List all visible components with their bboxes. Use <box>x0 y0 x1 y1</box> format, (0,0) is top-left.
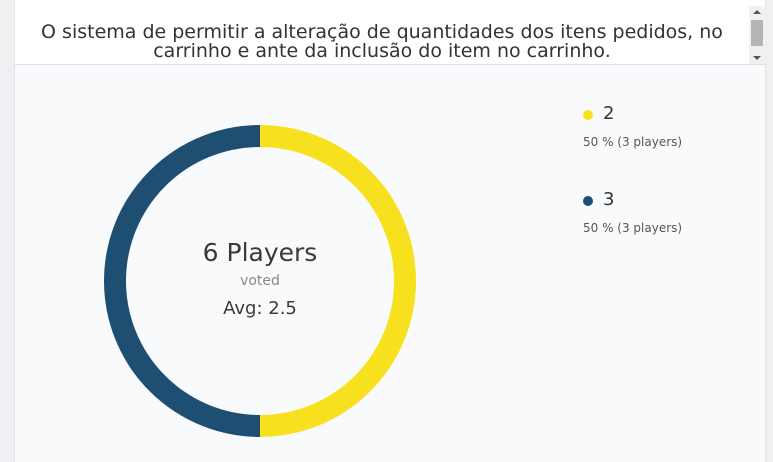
donut-slice-3 <box>104 125 261 437</box>
legend-item: 3 50 % (3 players) <box>583 188 753 274</box>
question-text-line-1: O sistema de permitir a alteração de qua… <box>41 21 723 43</box>
donut-center: 6 Players voted Avg: 2.5 <box>104 125 416 437</box>
results-panel: O sistema de permitir a alteração de qua… <box>14 0 766 462</box>
scroll-thumb[interactable] <box>751 20 763 46</box>
donut-chart: 6 Players voted Avg: 2.5 <box>104 125 416 437</box>
question-scrollbar[interactable] <box>749 6 766 65</box>
scroll-down-arrow-icon[interactable] <box>753 56 761 60</box>
voted-label: voted <box>240 273 280 289</box>
donut-chart-svg <box>104 125 416 437</box>
legend-detail: 50 % (3 players) <box>583 135 683 149</box>
total-players: 6 Players <box>202 238 318 267</box>
vote-results-area: 6 Players voted Avg: 2.5 2 50 % (3 playe… <box>15 65 765 462</box>
scroll-up-arrow-icon[interactable] <box>753 10 761 14</box>
legend-item: 2 50 % (3 players) <box>583 102 753 188</box>
donut-slice-2 <box>259 125 416 437</box>
legend-detail: 50 % (3 players) <box>583 221 683 235</box>
chart-legend: 2 50 % (3 players) 3 50 % (3 players) <box>583 102 753 274</box>
question-text-line-2: carrinho e ante da inclusão do item no c… <box>153 40 611 62</box>
legend-label: 2 <box>603 103 615 124</box>
legend-dot-icon <box>583 110 593 120</box>
question-header: O sistema de permitir a alteração de qua… <box>15 6 749 65</box>
average-value: Avg: 2.5 <box>223 298 297 319</box>
legend-dot-icon <box>583 196 593 206</box>
question-text: O sistema de permitir a alteração de qua… <box>29 23 735 61</box>
legend-label: 3 <box>603 189 615 210</box>
